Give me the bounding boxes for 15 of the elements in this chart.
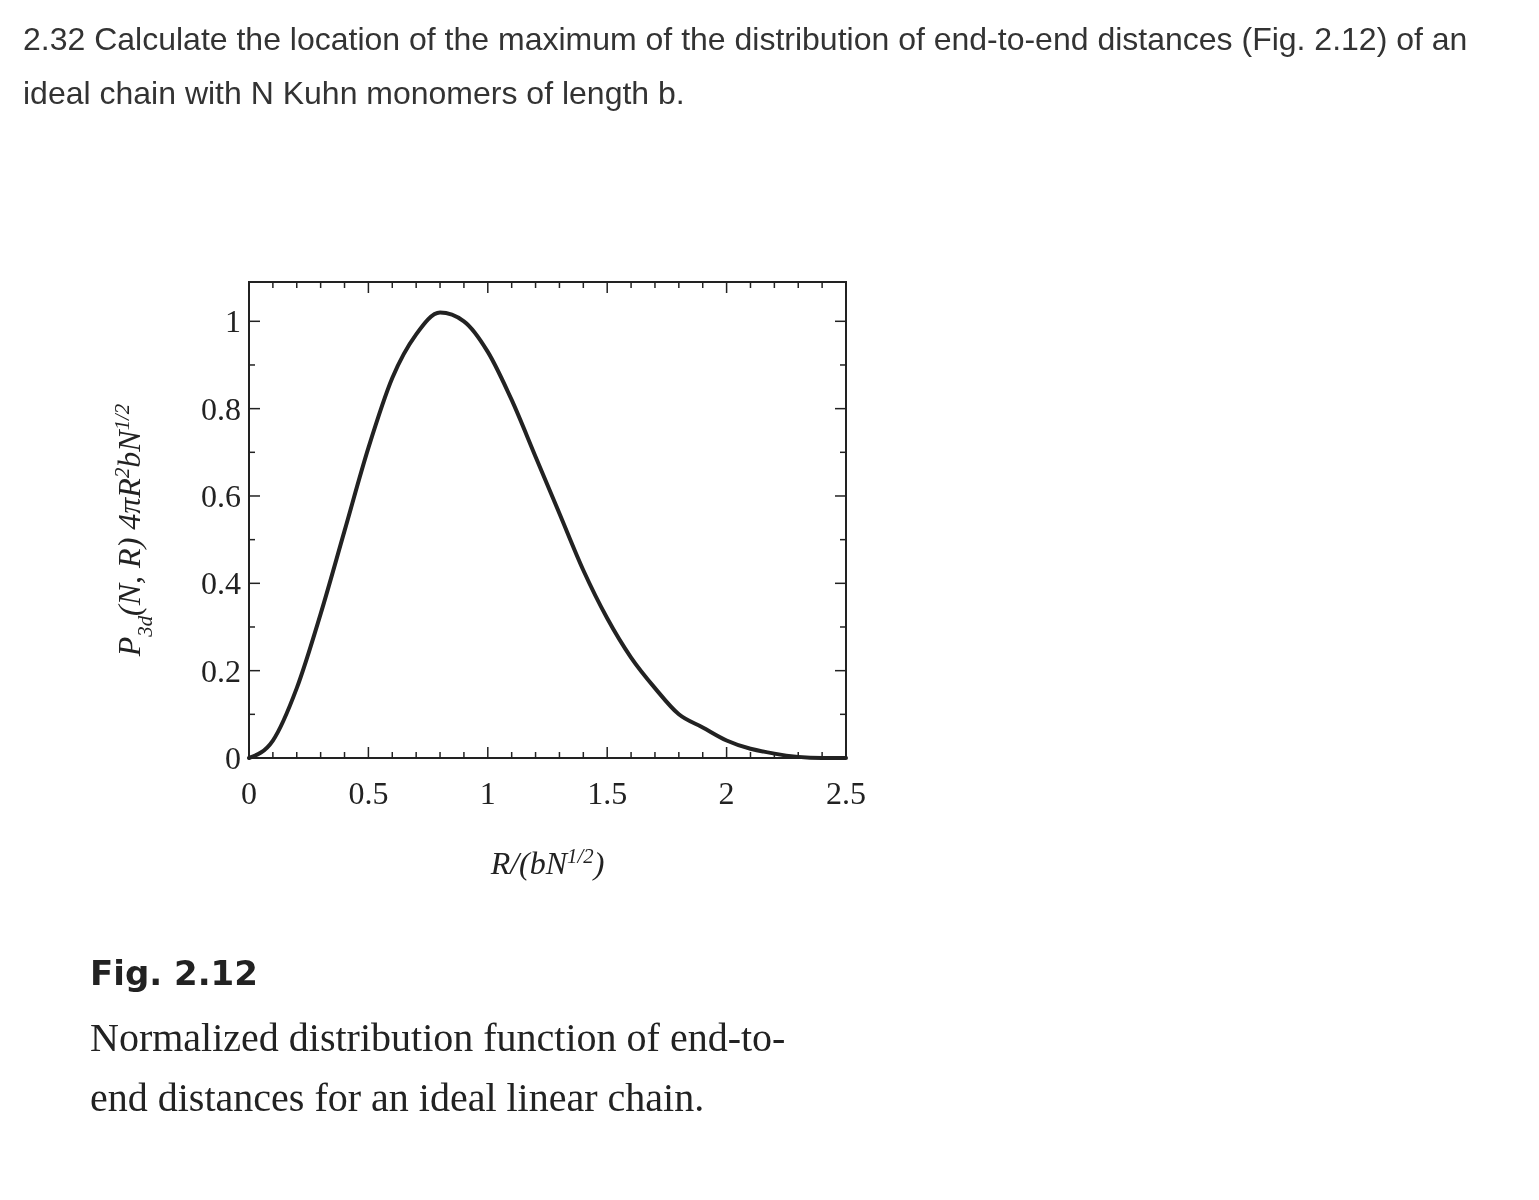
y-tick-label: 0.8 [201, 390, 241, 427]
y-tick-label: 1 [225, 303, 241, 340]
y-tick-label: 0 [225, 740, 241, 776]
y-tick-label: 0.4 [201, 565, 241, 602]
x-tick-label: 2.5 [826, 775, 866, 811]
caption: Fig. 2.12 [90, 953, 258, 993]
x-tick-label: 1.5 [587, 775, 628, 811]
y-tick-label: 0.2 [201, 652, 241, 689]
y-tick-label: 0.6 [201, 477, 241, 514]
x-tick-label: 0.5 [348, 775, 389, 811]
chart-title: 2.32 Calculate the location of the maximum of the distribution of end-to-end distances (Fig. 2.12) of an ideal chain with N Kuhn monomers of length b. [23, 20, 1469, 113]
x-tick-label: 1 [479, 775, 496, 811]
x-axis-title: R/(bN$^{1/2}$) [489, 843, 605, 881]
text: Normalized distribution function of end-to-end distances for an ideal linear chain. [90, 1014, 787, 1122]
x-tick-label: 2 [718, 775, 735, 811]
